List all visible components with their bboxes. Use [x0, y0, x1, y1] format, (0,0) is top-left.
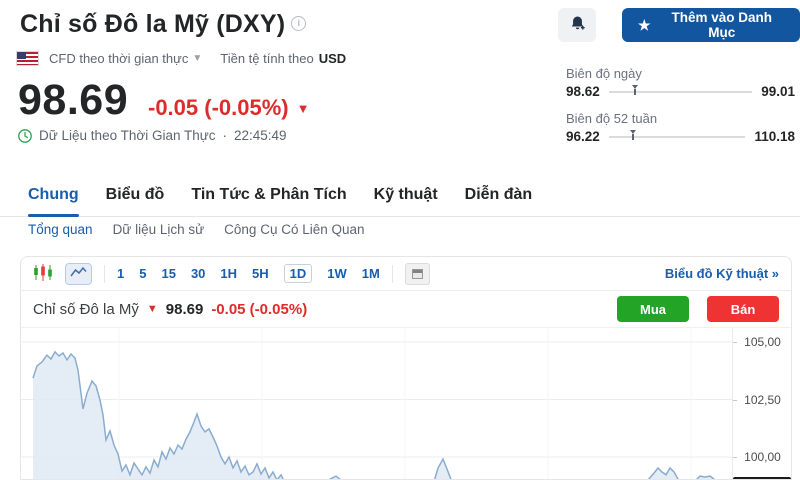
bell-plus-icon [568, 14, 587, 36]
timeframe-5h[interactable]: 5H [252, 266, 269, 281]
day-range-low: 98.62 [566, 84, 600, 99]
week52-range-track [608, 129, 746, 140]
timeframe-15[interactable]: 15 [161, 266, 176, 281]
timeframe-1d[interactable]: 1D [283, 264, 313, 283]
star-icon: ★ [638, 17, 651, 33]
timeframe-1w[interactable]: 1W [327, 266, 347, 281]
tab-chung[interactable]: Chung [28, 180, 79, 217]
technical-chart-link[interactable]: Biểu đồ Kỹ thuật » [664, 266, 779, 281]
candlestick-chart-button[interactable] [33, 263, 53, 284]
chart-plot [21, 328, 732, 479]
candlestick-icon [33, 263, 53, 284]
dot-separator: · [222, 128, 228, 143]
last-price: 98.69 [18, 76, 129, 124]
y-tick-102-50: 102,50 [733, 393, 791, 407]
timeframe-1h[interactable]: 1H [220, 266, 238, 281]
y-axis[interactable]: 105,00 102,50 100,00 [732, 328, 791, 479]
line-chart-icon [69, 265, 88, 282]
clock-icon [18, 128, 32, 143]
subtab-du-lieu-lich-su[interactable]: Dữ liệu Lịch sử [112, 222, 205, 237]
toolbar-divider [104, 264, 105, 283]
chart-change: -0.05 (-0.05%) [211, 300, 308, 318]
chart-widget: 1 5 15 30 1H 5H 1D 1W 1M Biểu đồ Kỹ thuậ… [20, 256, 792, 480]
timeframe-1[interactable]: 1 [117, 266, 125, 281]
chart-price: 98.69 [165, 300, 204, 318]
chart-layout-button[interactable] [404, 262, 430, 285]
chart-toolbar: 1 5 15 30 1H 5H 1D 1W 1M Biểu đồ Kỹ thuậ… [21, 257, 791, 291]
sell-button[interactable]: Bán [707, 296, 779, 322]
timeframe-5[interactable]: 5 [139, 266, 147, 281]
week52-range-low: 96.22 [566, 129, 600, 144]
instrument-name: Chỉ số Đô la Mỹ (DXY) [20, 10, 286, 38]
price-chart[interactable]: 105,00 102,50 100,00 [21, 328, 791, 479]
create-alert-button[interactable] [558, 8, 596, 42]
layout-icon [411, 268, 423, 279]
realtime-row: Dữ Liệu theo Thời Gian Thực · 22:45:49 [18, 128, 287, 143]
day-range: Biên độ ngày 98.62 99.01 [566, 66, 795, 99]
realtime-label: Dữ Liệu theo Thời Gian Thực [39, 128, 216, 143]
week52-range-high: 110.18 [754, 129, 795, 144]
buy-button[interactable]: Mua [617, 296, 689, 322]
day-range-track [608, 84, 753, 95]
day-range-marker-icon [631, 84, 639, 97]
current-price-tag [733, 477, 791, 479]
currency-value: USD [318, 51, 347, 66]
price-change: -0.05 (-0.05%) ▼ [148, 95, 310, 121]
subtab-cong-cu[interactable]: Công Cụ Có Liên Quan [224, 222, 365, 237]
tab-bieu-do[interactable]: Biểu đồ [105, 186, 165, 203]
day-range-label: Biên độ ngày [566, 66, 642, 81]
sub-tabs: Tổng quan Dữ liệu Lịch sử Công Cụ Có Liê… [28, 222, 365, 237]
price-area-fill [33, 351, 714, 479]
change-value: -0.05 (-0.05%) [148, 95, 289, 120]
main-tabs: Chung Biểu đồ Tin Tức & Phân Tích Kỹ thu… [0, 180, 800, 217]
price-line [32, 350, 715, 479]
day-range-high: 99.01 [761, 84, 795, 99]
down-arrow-icon: ▼ [146, 302, 158, 315]
week52-range: Biên độ 52 tuần 96.22 110.18 [566, 111, 795, 144]
area-chart-button[interactable] [65, 262, 92, 285]
currency-label: Tiền tệ tính theo [220, 51, 314, 66]
down-triangle-icon: ▼ [296, 101, 310, 116]
info-icon[interactable]: i [291, 16, 307, 31]
tab-dien-dan[interactable]: Diễn đàn [464, 186, 533, 203]
ranges-panel: Biên độ ngày 98.62 99.01 Biên độ 52 tuần… [566, 66, 795, 156]
subtab-tong-quan[interactable]: Tổng quan [28, 222, 93, 237]
quote-time: 22:45:49 [234, 128, 287, 143]
add-to-portfolio-button[interactable]: ★ Thêm vào Danh Mục [622, 8, 800, 42]
chevron-down-icon: ▼ [192, 53, 203, 64]
instrument-meta: CFD theo thời gian thực ▼ Tiền tệ tính t… [16, 51, 346, 66]
y-tick-100: 100,00 [733, 450, 791, 464]
y-tick-105: 105,00 [733, 335, 791, 349]
page-title: Chỉ số Đô la Mỹ (DXY) i [20, 10, 307, 39]
timeframe-list: 1 5 15 30 1H 5H 1D 1W 1M [117, 264, 380, 283]
instrument-type-label[interactable]: CFD theo thời gian thực [49, 51, 189, 66]
week52-range-marker-icon [629, 129, 637, 142]
tab-ky-thuat[interactable]: Kỹ thuật [373, 186, 438, 203]
timeframe-1m[interactable]: 1M [361, 266, 380, 281]
tab-tin-tuc[interactable]: Tin Tức & Phân Tích [191, 186, 347, 203]
week52-range-label: Biên độ 52 tuần [566, 111, 658, 126]
chart-instrument-name: Chỉ số Đô la Mỹ [33, 300, 139, 318]
toolbar-divider [391, 264, 393, 283]
add-to-portfolio-label: Thêm vào Danh Mục [671, 10, 773, 40]
timeframe-30[interactable]: 30 [190, 266, 206, 281]
us-flag-icon [16, 51, 39, 66]
chart-header: Chỉ số Đô la Mỹ ▼ 98.69 -0.05 (-0.05%) M… [21, 291, 791, 328]
